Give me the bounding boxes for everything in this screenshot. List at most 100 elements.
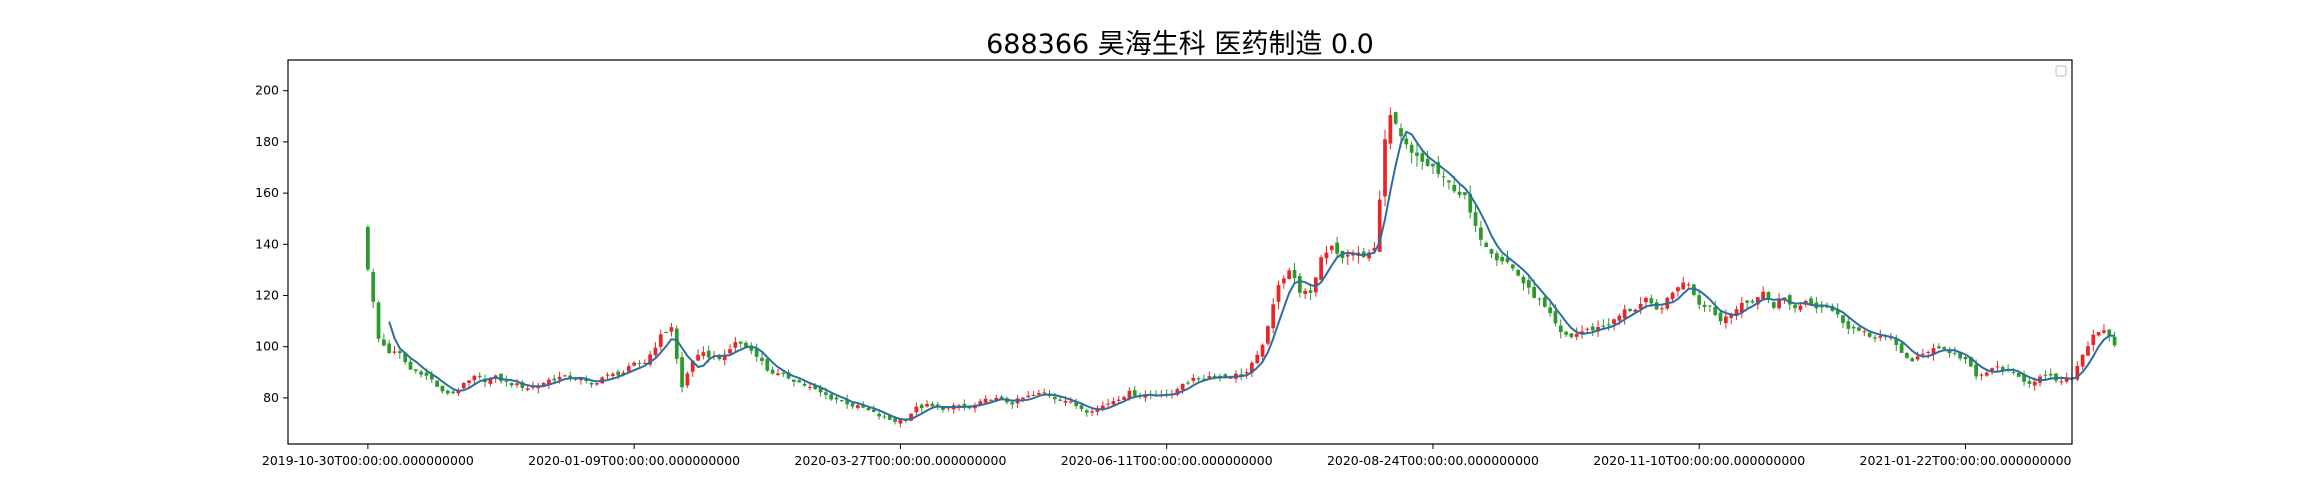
candle-body [1521, 276, 1526, 284]
candle-body [1777, 300, 1781, 309]
candle-body [1899, 343, 1904, 353]
candle-body [1798, 305, 1803, 310]
candle-body [1622, 309, 1627, 319]
candle-body [616, 371, 621, 376]
candle-body [930, 403, 935, 407]
candle-body [871, 409, 876, 412]
candle-body [1990, 368, 1994, 371]
candle-body [1825, 306, 1829, 308]
candle-body [403, 352, 408, 363]
candle-body [1569, 333, 1574, 338]
candle-body [1260, 344, 1265, 357]
x-tick-label: 2020-01-09T00:00:00.000000000 [528, 453, 740, 468]
candle-body [1122, 397, 1126, 400]
candle-body [829, 394, 834, 400]
candle-body [919, 404, 924, 409]
candle-body [1723, 316, 1728, 324]
candle-body [1628, 308, 1632, 312]
candle-body [882, 416, 887, 418]
chart-title: 688366 昊海生科 医药制造 0.0 [986, 29, 1374, 60]
candle-body [552, 378, 557, 381]
candle-body [1079, 405, 1084, 409]
candle-body [1452, 184, 1457, 192]
candle-body [1851, 326, 1856, 329]
candle-body [1084, 410, 1089, 413]
x-tick-label: 2020-06-11T00:00:00.000000000 [1061, 453, 1273, 468]
candle-body [1766, 292, 1771, 300]
candle-body [999, 396, 1004, 399]
candle-body [2086, 346, 2090, 356]
candle-body [1255, 354, 1260, 364]
candle-body [685, 373, 690, 386]
candle-body [1212, 375, 1217, 377]
candle-body [1409, 144, 1414, 153]
candle-body [1175, 389, 1180, 395]
candle-body [424, 372, 429, 376]
plot-frame [287, 59, 2073, 445]
candle-body [1718, 312, 1723, 322]
candle-body [1106, 403, 1110, 405]
candle-body [1228, 377, 1233, 379]
candle-body [1266, 326, 1270, 344]
candle-body [568, 375, 573, 379]
candle-body [541, 382, 546, 387]
candle-body [1335, 242, 1339, 254]
candle-body [451, 391, 455, 394]
candle-body [744, 342, 748, 347]
candle-body [1202, 378, 1206, 380]
candle-body [1297, 276, 1302, 293]
candle-body [1942, 347, 1947, 350]
candle-body [1207, 376, 1212, 379]
legend-box [2055, 65, 2067, 77]
candle-body [515, 383, 519, 386]
candle-body [1042, 392, 1047, 394]
candle-body [408, 361, 413, 370]
candle-body [669, 327, 674, 332]
axes: 80 100 120 140 160 180 200 2019-10-30T00:00:00.… [255, 83, 2071, 468]
candle-body [2102, 330, 2106, 333]
candle-body [419, 371, 423, 375]
candle-body [1505, 258, 1510, 262]
candle-body [1425, 158, 1430, 166]
candle-body [547, 379, 551, 385]
candle-body [1633, 309, 1638, 312]
candle-body [1074, 402, 1079, 406]
candle-body [1132, 390, 1137, 396]
candle-body [1937, 346, 1941, 349]
candle-body [1526, 280, 1531, 288]
candle-body [1601, 325, 1606, 327]
candle-body [429, 374, 434, 380]
candle-body [1958, 351, 1963, 359]
candle-body [786, 372, 791, 379]
candle-body [1873, 337, 1877, 339]
candle-body [488, 378, 493, 384]
y-tick-label: 80 [263, 390, 279, 405]
candle-body [1393, 112, 1398, 124]
candle-body [1420, 153, 1425, 162]
candle-body [994, 397, 999, 401]
candle-body [1244, 372, 1249, 374]
candle-body [653, 347, 658, 356]
moving-average-line [388, 130, 2115, 421]
candle-body [637, 363, 642, 365]
candle-body [1303, 290, 1308, 294]
candle-body [1196, 378, 1201, 380]
candle-body [1686, 284, 1691, 286]
y-tick-label: 200 [255, 83, 279, 98]
candle-body [2112, 336, 2117, 346]
candle-body [776, 373, 780, 375]
candle-body [1729, 313, 1734, 318]
candle-body [898, 419, 903, 424]
candle-body [1484, 242, 1489, 247]
candle-body [1090, 411, 1094, 413]
candle-body [1287, 270, 1292, 280]
candle-body [1963, 357, 1968, 360]
candle-body [1052, 396, 1057, 400]
candle-body [1404, 138, 1409, 145]
candle-body [1734, 309, 1739, 316]
plot-area [366, 107, 2117, 428]
candle-body [1516, 270, 1521, 276]
candle-body [1649, 298, 1654, 304]
candle-body [1489, 249, 1494, 254]
